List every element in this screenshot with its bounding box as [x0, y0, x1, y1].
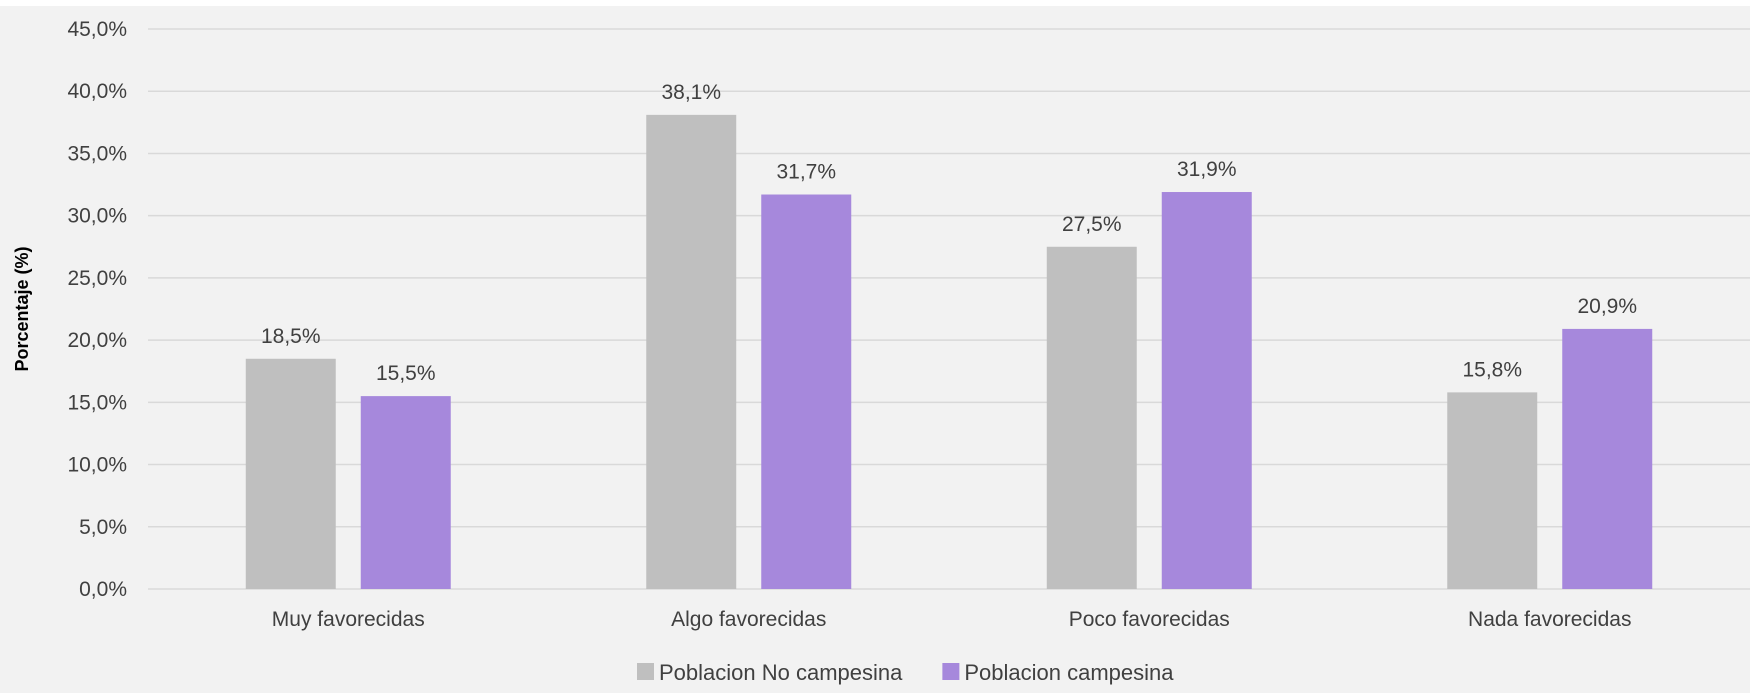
legend-label: Poblacion campesina: [964, 660, 1174, 685]
y-tick-label: 20,0%: [67, 329, 127, 352]
y-axis-title: Porcentaje (%): [12, 246, 32, 371]
y-axis-ticks: 0,0% 5,0% 10,0% 15,0% 20,0% 25,0% 30,0% 35,0% 40…: [67, 18, 127, 601]
legend: Poblacion No campesina Poblacion campesin…: [637, 660, 1174, 685]
data-label: 31,7%: [776, 161, 836, 184]
data-label: 18,5%: [261, 325, 321, 348]
category-label: Nada favorecidas: [1468, 608, 1631, 631]
y-tick-label: 40,0%: [67, 80, 127, 103]
bar: [761, 194, 852, 589]
y-tick-label: 30,0%: [67, 205, 127, 228]
chart-area: 0,0% 5,0% 10,0% 15,0% 20,0% 25,0% 30,0% 35,0% 40…: [0, 6, 1750, 693]
y-tick-label: 10,0%: [67, 454, 127, 477]
legend-swatch: [637, 663, 654, 680]
data-label: 15,5%: [376, 362, 436, 385]
x-axis-categories: Muy favorecidas Algo favorecidas Poco favo…: [272, 608, 1632, 631]
y-tick-label: 15,0%: [67, 391, 127, 414]
y-tick-label: 25,0%: [67, 267, 127, 290]
category-label: Algo favorecidas: [671, 608, 826, 631]
y-tick-label: 0,0%: [79, 578, 127, 601]
bars: [245, 114, 1653, 589]
bar: [1447, 392, 1538, 589]
bar: [646, 114, 737, 589]
bar: [1562, 328, 1653, 589]
y-tick-label: 35,0%: [67, 142, 127, 165]
data-label: 38,1%: [661, 81, 721, 104]
bar-chart: 0,0% 5,0% 10,0% 15,0% 20,0% 25,0% 30,0% 35,0% 40…: [12, 18, 1750, 685]
bar: [360, 396, 451, 589]
legend-swatch: [942, 663, 960, 680]
category-label: Muy favorecidas: [272, 608, 425, 631]
y-tick-label: 45,0%: [67, 18, 127, 41]
y-tick-label: 5,0%: [79, 516, 127, 539]
data-label: 27,5%: [1062, 213, 1122, 236]
bar: [1161, 192, 1252, 589]
category-label: Poco favorecidas: [1069, 608, 1230, 631]
data-label: 20,9%: [1577, 295, 1637, 318]
legend-label: Poblacion No campesina: [659, 660, 903, 685]
data-labels: 18,5% 15,5% 38,1% 31,7% 27,5% 31,9% 15,8% 20,9%: [261, 81, 1637, 385]
bar: [1046, 246, 1137, 589]
bar: [245, 358, 336, 589]
data-label: 15,8%: [1462, 358, 1522, 381]
data-label: 31,9%: [1177, 158, 1237, 181]
